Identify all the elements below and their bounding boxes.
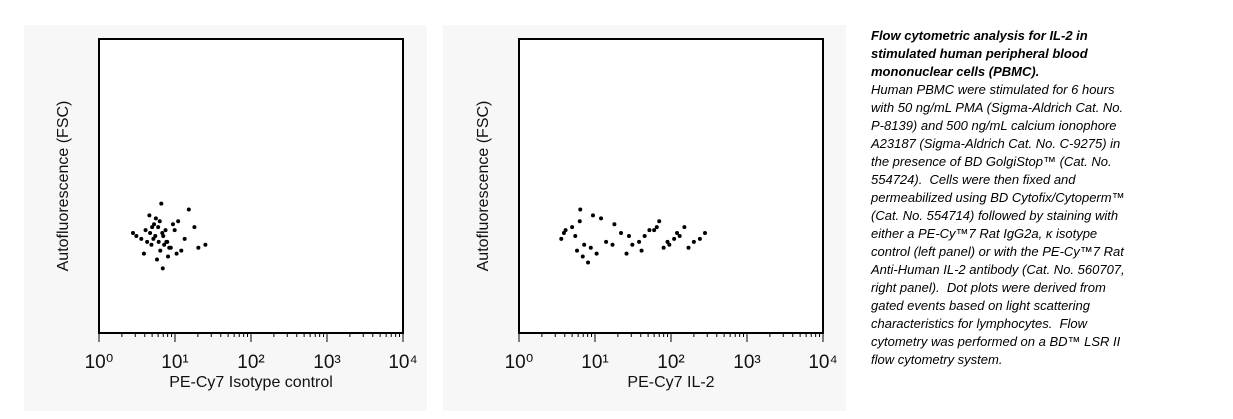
dot bbox=[702, 231, 707, 236]
x-tick-label: 10⁰ bbox=[85, 352, 114, 373]
dot bbox=[586, 260, 591, 265]
dot bbox=[619, 231, 624, 236]
dot bbox=[170, 222, 175, 227]
dot bbox=[647, 228, 652, 233]
x-tick-label: 10⁴ bbox=[388, 352, 417, 373]
x-tick-label: 10³ bbox=[313, 352, 340, 373]
dot bbox=[162, 242, 167, 247]
plot-frame bbox=[98, 38, 404, 334]
dot bbox=[682, 225, 687, 230]
dot bbox=[667, 242, 672, 247]
dot bbox=[163, 228, 168, 233]
caption: Flow cytometric analysis for IL-2 in sti… bbox=[871, 27, 1139, 369]
dot bbox=[176, 219, 181, 224]
x-tick-label: 10⁴ bbox=[808, 352, 837, 373]
dot bbox=[610, 242, 615, 247]
dot bbox=[559, 236, 564, 241]
dot bbox=[164, 239, 169, 244]
dot bbox=[582, 242, 587, 247]
caption-title: Flow cytometric analysis for IL-2 in sti… bbox=[871, 28, 1092, 79]
dot bbox=[172, 228, 177, 233]
x-axis-label: PE-Cy7 IL-2 bbox=[627, 374, 714, 391]
dot bbox=[686, 245, 691, 250]
dot bbox=[675, 231, 680, 236]
dot bbox=[152, 222, 157, 227]
dot bbox=[203, 242, 208, 247]
dot bbox=[182, 236, 187, 241]
dot bbox=[157, 219, 162, 224]
dot bbox=[153, 216, 158, 221]
dot bbox=[149, 242, 154, 247]
dot bbox=[161, 233, 166, 238]
dot bbox=[192, 225, 197, 230]
dot bbox=[158, 248, 163, 253]
x-tick-label: 10¹ bbox=[581, 352, 608, 373]
dot bbox=[580, 254, 585, 259]
y-axis-label: Autofluorescence (FSC) bbox=[55, 101, 72, 272]
dot bbox=[153, 233, 158, 238]
dot bbox=[672, 236, 677, 241]
caption-body: Human PBMC were stimulated for 6 hours w… bbox=[871, 82, 1129, 367]
dot bbox=[167, 245, 172, 250]
dot bbox=[599, 216, 604, 221]
x-tick-label: 10⁰ bbox=[505, 352, 534, 373]
dot bbox=[160, 266, 165, 271]
dot bbox=[196, 245, 201, 250]
dot bbox=[156, 239, 161, 244]
dot bbox=[139, 236, 144, 241]
dot bbox=[147, 213, 152, 218]
dot bbox=[573, 233, 578, 238]
dot bbox=[590, 213, 595, 218]
dot bbox=[697, 236, 702, 241]
x-axis-label: PE-Cy7 Isotype control bbox=[169, 374, 333, 391]
dot bbox=[141, 251, 146, 256]
x-tick-label: 10² bbox=[657, 352, 684, 373]
dot bbox=[155, 257, 160, 262]
dot bbox=[150, 225, 155, 230]
dot bbox=[563, 228, 568, 233]
dot bbox=[624, 251, 629, 256]
dot bbox=[156, 225, 161, 230]
dot bbox=[174, 251, 179, 256]
dot bbox=[134, 233, 139, 238]
dot bbox=[677, 233, 682, 238]
dot bbox=[130, 231, 135, 236]
dot bbox=[626, 233, 631, 238]
dot bbox=[588, 245, 593, 250]
dot bbox=[186, 207, 191, 212]
dot bbox=[652, 228, 657, 233]
x-tick-label: 10² bbox=[237, 352, 264, 373]
dot bbox=[179, 248, 184, 253]
dot bbox=[691, 239, 696, 244]
dot bbox=[639, 248, 644, 253]
x-tick-label: 10³ bbox=[733, 352, 760, 373]
dot bbox=[594, 251, 599, 256]
dot bbox=[166, 254, 171, 259]
dot bbox=[665, 239, 670, 244]
dot bbox=[575, 248, 580, 253]
dot bbox=[612, 222, 617, 227]
dot bbox=[642, 233, 647, 238]
dot bbox=[604, 239, 609, 244]
dot bbox=[654, 225, 659, 230]
dot bbox=[159, 201, 164, 206]
figure: 10⁰ 10¹ 10² 10³ 10⁴ PE-Cy7 Isotype control Aut… bbox=[55, 38, 838, 392]
dot bbox=[630, 242, 635, 247]
x-tick-label: 10¹ bbox=[161, 352, 188, 373]
dot bbox=[637, 239, 642, 244]
dot bbox=[577, 219, 582, 224]
dot bbox=[148, 231, 153, 236]
dot bbox=[570, 225, 575, 230]
dot bbox=[661, 245, 666, 250]
dot bbox=[151, 236, 156, 241]
dot bbox=[145, 239, 150, 244]
dot bbox=[657, 219, 662, 224]
dot bbox=[143, 228, 148, 233]
dot bbox=[578, 207, 583, 212]
dot bbox=[561, 231, 566, 236]
plot-frame bbox=[518, 38, 824, 334]
y-axis-label: Autofluorescence (FSC) bbox=[475, 101, 492, 272]
